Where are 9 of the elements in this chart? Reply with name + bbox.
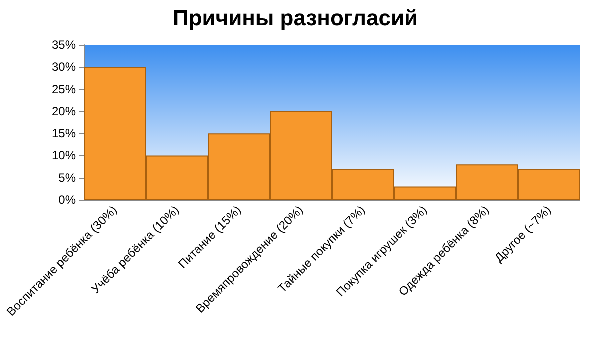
y-tick-label: 20% xyxy=(52,104,76,118)
chart-title: Причины разногласий xyxy=(173,6,418,30)
y-tick-label: 5% xyxy=(58,170,76,185)
y-tick-label: 10% xyxy=(52,148,76,163)
y-tick-label: 25% xyxy=(52,82,76,96)
y-tick-label: 30% xyxy=(52,60,76,74)
y-tick-label: 35% xyxy=(52,38,76,52)
y-tick-label: 15% xyxy=(52,126,76,141)
y-tick-label: 0% xyxy=(58,193,76,207)
